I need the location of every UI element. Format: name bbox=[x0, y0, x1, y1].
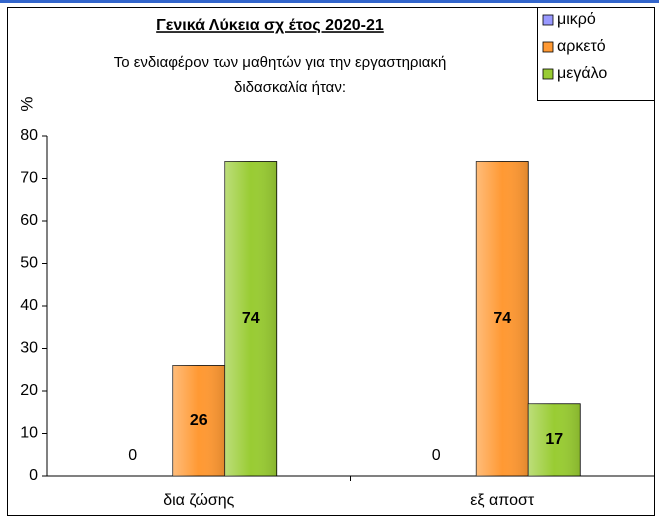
bar-shade bbox=[528, 403, 581, 476]
legend-label: μικρό bbox=[557, 11, 596, 28]
chart-title: Γενικά Λύκεια σχ έτος 2020-21 bbox=[156, 17, 384, 34]
data-label: 0 bbox=[432, 447, 441, 464]
y-tick-label: 30 bbox=[20, 340, 38, 357]
legend-label: αρκετό bbox=[557, 38, 606, 55]
legend-swatch bbox=[542, 41, 554, 53]
y-tick-label: 80 bbox=[20, 127, 38, 144]
y-tick-label: 70 bbox=[20, 170, 38, 187]
y-tick-label: 50 bbox=[20, 255, 38, 272]
chart-subtitle: διδασκαλία ήταν: bbox=[234, 79, 346, 96]
legend-box bbox=[537, 7, 655, 101]
data-label: 74 bbox=[242, 310, 260, 327]
legend-swatch bbox=[542, 14, 554, 26]
y-tick-label: 40 bbox=[20, 297, 38, 314]
y-tick-label: 20 bbox=[20, 382, 38, 399]
y-tick-label: 0 bbox=[29, 467, 38, 484]
data-label: 0 bbox=[128, 447, 137, 464]
y-tick-label: 60 bbox=[20, 212, 38, 229]
x-tick-label: δια ζώσης bbox=[163, 492, 234, 509]
bar-shade bbox=[172, 365, 225, 476]
bar-shade bbox=[224, 161, 277, 476]
legend-swatch bbox=[542, 68, 554, 80]
y-axis-label: % bbox=[17, 96, 36, 111]
data-label: 17 bbox=[545, 431, 563, 448]
bar-shade bbox=[476, 161, 529, 476]
data-label: 26 bbox=[190, 412, 208, 429]
y-tick-label: 10 bbox=[20, 425, 38, 442]
chart-subtitle: Το ενδιαφέρον των μαθητών για την εργαστ… bbox=[114, 54, 447, 71]
data-label: 74 bbox=[493, 310, 511, 327]
x-tick-label: εξ αποστ bbox=[470, 492, 535, 509]
legend-label: μεγάλο bbox=[557, 65, 607, 82]
